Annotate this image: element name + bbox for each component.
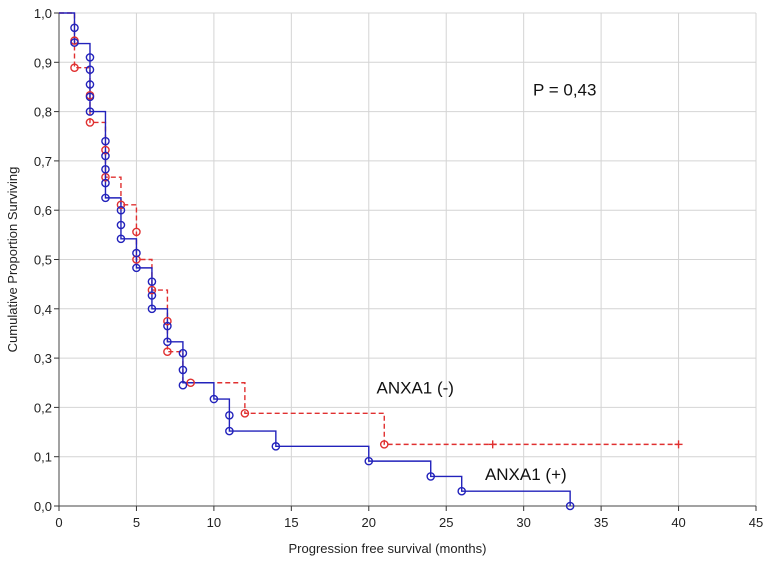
censor-mark [426,472,436,481]
censor-mark [178,365,188,375]
censor-mark [116,205,126,215]
censor-mark [101,178,110,188]
censor-mark [457,486,467,496]
y-tick-label: 0,5 [34,253,52,268]
censor-mark [147,277,157,286]
censor-mark [85,53,95,62]
censor-mark [209,394,219,404]
censor-mark [147,285,157,295]
censor-mark [70,23,79,33]
x-tick-label: 25 [439,515,453,530]
series-label: ANXA1 (+) [485,465,567,484]
censor-mark [178,348,188,358]
y-tick-label: 0,8 [34,105,52,120]
censor-mark [132,263,141,273]
censor-mark [70,63,79,73]
x-tick-label: 10 [207,515,221,530]
censor-mark [116,200,126,210]
censor-mark [132,227,141,237]
censor-mark [101,145,110,155]
x-tick-label: 0 [55,515,62,530]
censor-mark [116,234,126,244]
censor-mark [132,255,141,264]
censor-mark [271,442,281,451]
x-tick-label: 40 [671,515,685,530]
y-tick-label: 0,3 [34,351,52,366]
censor-mark [101,164,110,174]
censor-mark [101,136,110,146]
y-tick-label: 0,7 [34,154,52,169]
x-tick-label: 30 [516,515,530,530]
x-tick-label: 20 [362,515,376,530]
censor-mark [132,248,141,258]
censor-mark [379,440,389,449]
y-tick-label: 0,0 [34,499,52,514]
censor-mark [163,337,172,347]
censor-mark [147,304,157,314]
axes: 0 5 10 15 20 25 30 35 40 45 0,0 0,1 0,2 0,3 0,4 0,5 0,6 0… [34,6,763,530]
x-tick-label: 45 [749,515,763,530]
censor-mark [565,501,575,511]
censor-mark [85,80,95,89]
x-tick-label: 35 [594,515,608,530]
censor-mark [116,220,126,230]
y-tick-label: 0,4 [34,302,52,317]
censor-mark [85,65,95,74]
x-tick-label: 15 [284,515,298,530]
y-tick-label: 0,1 [34,450,52,465]
censor-mark [85,118,95,127]
text-layer: P = 0,43 Progression free survival (mont… [5,80,596,556]
y-axis-title: Cumulative Proportion Surviving [5,167,20,353]
censor-mark [163,347,172,356]
y-tick-label: 0,2 [34,400,52,415]
series-label: ANXA1 (-) [377,379,454,398]
censor-mark [163,316,172,326]
x-axis-title: Progression free survival (months) [289,541,487,556]
censor-mark [225,426,234,436]
censor-mark [101,151,110,161]
p-value-annotation: P = 0,43 [533,80,597,99]
grid-lines [58,12,757,507]
censor-mark [163,321,172,331]
censor-mark [85,107,95,116]
censor-mark [101,193,110,203]
series-layer [59,12,679,506]
series-line-anxa1-positive [59,12,571,506]
censor-mark [240,409,250,418]
marks-layer [70,23,683,511]
censor-mark [225,410,234,420]
x-tick-label: 5 [133,515,140,530]
y-tick-label: 0,6 [34,203,52,218]
y-tick-label: 0,9 [34,55,52,70]
censor-mark [70,38,79,47]
censor-mark [85,92,95,102]
censor-mark [364,456,374,466]
censor-mark [178,380,188,390]
censor-mark [186,378,195,388]
censor-mark [147,291,157,300]
y-tick-label: 1,0 [34,6,52,21]
